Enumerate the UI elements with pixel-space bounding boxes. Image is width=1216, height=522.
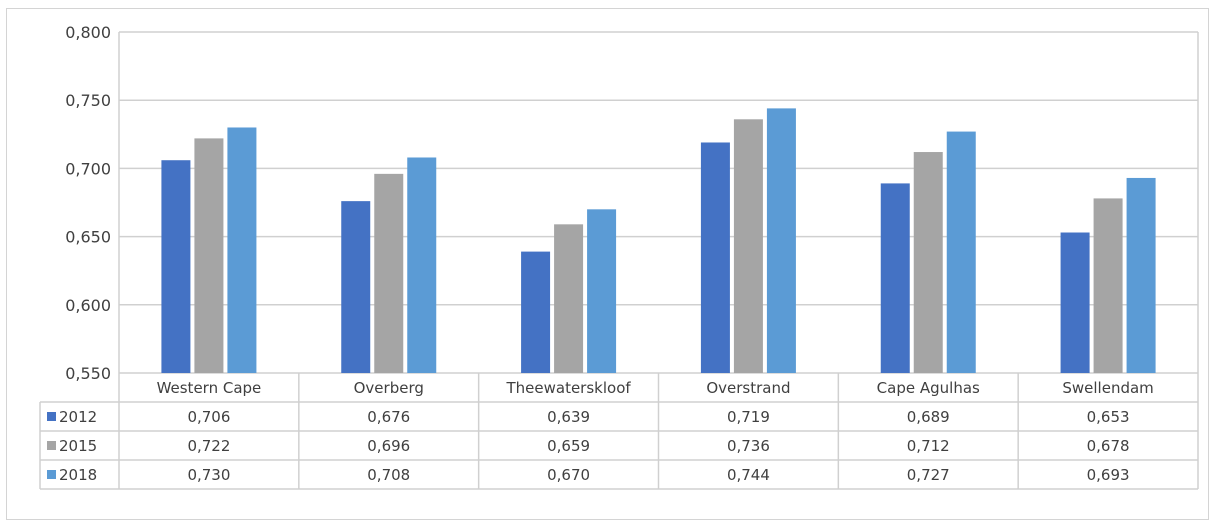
category-label: Cape Agulhas	[877, 379, 980, 397]
legend-key-2015	[47, 441, 56, 450]
category-label: Western Cape	[157, 379, 262, 397]
y-tick-label: 0,700	[65, 159, 111, 178]
category-label: Swellendam	[1062, 379, 1153, 397]
legend-key-2018	[47, 470, 56, 479]
data-label: 0,670	[547, 466, 590, 484]
y-tick-label: 0,800	[65, 23, 111, 42]
bar-2012-2	[521, 251, 551, 373]
category-label: Theewaterskloof	[505, 379, 631, 397]
y-tick-label: 0,550	[65, 364, 111, 383]
category-label: Overberg	[354, 379, 424, 397]
bar-2012-3	[700, 142, 730, 373]
bar-2018-2	[587, 209, 617, 373]
bar-2012-0	[161, 160, 191, 373]
legend-key-2012	[47, 412, 56, 421]
data-label: 0,706	[187, 408, 230, 426]
bar-2018-0	[227, 127, 257, 373]
bar-2018-3	[766, 108, 796, 373]
bar-2018-1	[407, 157, 437, 373]
data-label: 0,712	[907, 437, 950, 455]
data-label: 0,659	[547, 437, 590, 455]
gridlines	[118, 31, 1199, 374]
bar-2012-5	[1060, 232, 1090, 373]
series-label: 2018	[59, 466, 97, 484]
data-label: 0,730	[187, 466, 230, 484]
bar-2015-5	[1093, 198, 1123, 373]
data-label: 0,639	[547, 408, 590, 426]
y-tick-label: 0,650	[65, 228, 111, 247]
data-label: 0,727	[907, 466, 950, 484]
series-label: 2015	[59, 437, 97, 455]
data-label: 0,693	[1087, 466, 1130, 484]
data-label: 0,719	[727, 408, 770, 426]
bar-2015-1	[374, 173, 404, 373]
y-axis: 0,550 0,600 0,650 0,700 0,750 0,800	[65, 23, 111, 383]
bar-2015-3	[733, 119, 763, 374]
bar-2012-1	[341, 201, 371, 373]
data-label: 0,653	[1087, 408, 1130, 426]
data-label: 0,708	[367, 466, 410, 484]
bar-2018-4	[946, 131, 976, 373]
data-table: Western Cape Overberg Theewaterskloof Overs…	[39, 373, 1199, 490]
y-tick-label: 0,600	[65, 296, 111, 315]
data-label: 0,744	[727, 466, 770, 484]
data-label: 0,678	[1087, 437, 1130, 455]
bar-2012-4	[880, 183, 910, 373]
series-label: 2012	[59, 408, 97, 426]
data-label: 0,722	[187, 437, 230, 455]
data-label: 0,689	[907, 408, 950, 426]
data-label: 0,676	[367, 408, 410, 426]
bar-2015-4	[913, 152, 943, 373]
y-tick-label: 0,750	[65, 91, 111, 110]
category-label: Overstrand	[706, 379, 790, 397]
data-label: 0,736	[727, 437, 770, 455]
data-label: 0,696	[367, 437, 410, 455]
bar-2018-5	[1126, 177, 1156, 373]
bar-2015-0	[194, 138, 224, 373]
chart-frame	[6, 8, 1209, 520]
bar-2015-2	[554, 224, 584, 373]
bars	[161, 108, 1156, 374]
